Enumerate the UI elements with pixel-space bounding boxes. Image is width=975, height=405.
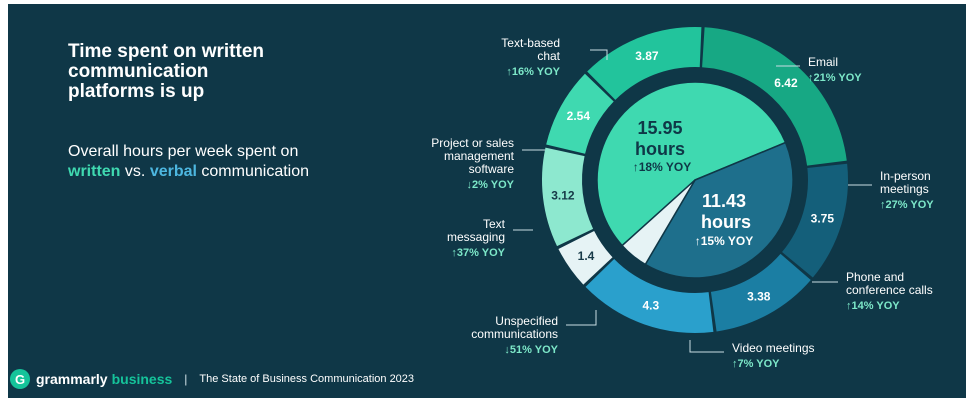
callout-label-text-chat: Text-based (501, 36, 560, 50)
data-label-text-chat: 3.87 (635, 49, 659, 63)
subtitle-tail: communication (201, 163, 310, 180)
subtitle: Overall hours per week spent on written … (68, 142, 368, 182)
callout-label-phone: conference calls (846, 283, 933, 297)
callout-label-text-messaging: messaging (447, 230, 505, 244)
grammarly-logo-icon: G (10, 369, 30, 389)
verbal-highlight: verbal (149, 163, 197, 180)
pie-slice-verbal (644, 141, 794, 279)
data-label-unspecified: 1.4 (578, 249, 595, 263)
callout-label-in-person: meetings (880, 182, 929, 196)
callout-label-video: Video meetings (732, 341, 815, 355)
callout-yoy-text-messaging: ↑37% YOY (451, 247, 505, 259)
callout-yoy-phone: ↑14% YOY (846, 300, 900, 312)
leader-line-unspecified (566, 310, 597, 326)
report-title: The State of Business Communication 2023 (199, 373, 415, 385)
callout-label-project-mgmt: management (444, 149, 515, 163)
callout-label-project-mgmt: software (469, 162, 515, 176)
ring-segment-in-person (782, 163, 848, 278)
callout-yoy-text-chat: ↑16% YOY (506, 66, 560, 78)
data-label-project-mgmt: 2.54 (567, 109, 591, 123)
callout-label-project-mgmt: Project or sales (431, 136, 514, 150)
written-hours-value: 15.95 (637, 118, 682, 138)
ring-segment-project-mgmt (546, 73, 614, 154)
data-label-in-person: 3.75 (811, 211, 835, 225)
pie-slice-written (596, 81, 787, 247)
ring-segment-email (702, 27, 847, 166)
verbal-yoy: ↑15% YOY (695, 234, 753, 248)
callout-label-text-messaging: Text (483, 217, 506, 231)
leader-line-video (689, 340, 724, 353)
pie-slice-unspecified (621, 179, 696, 266)
ring-segment-video (585, 258, 714, 333)
written-hours-unit: hours (635, 139, 685, 159)
brand-suffix: business (111, 371, 173, 387)
callout-video: Video meetings ↑7% YOY (732, 341, 815, 370)
ring-segment-text-chat (587, 26, 702, 100)
verbal-hours-unit: hours (701, 212, 751, 232)
ring-segment-unspecified (558, 230, 613, 285)
written-highlight: written (68, 163, 121, 180)
vs-text: vs. (124, 163, 146, 180)
callout-yoy-video: ↑7% YOY (732, 358, 780, 370)
callout-yoy-unspecified: ↓51% YOY (504, 344, 558, 356)
callout-label-text-chat: chat (537, 49, 560, 63)
leader-line-text-chat (590, 49, 608, 60)
page-title: Time spent on written communication plat… (68, 42, 328, 102)
callout-yoy-email: ↑21% YOY (808, 72, 862, 84)
data-label-email: 6.42 (774, 76, 798, 90)
callout-label-email: Email (808, 55, 838, 69)
callout-label-unspecified: communications (471, 327, 558, 341)
subtitle-line-1: Overall hours per week spent on (68, 143, 299, 160)
callout-yoy-project-mgmt: ↓2% YOY (467, 179, 515, 191)
title-line-1: Time spent on written (68, 41, 265, 62)
title-line-2: communication (68, 61, 209, 82)
subtitle-line-2: written vs. verbal communication (68, 162, 368, 182)
data-label-phone: 3.38 (747, 290, 771, 304)
callout-email: Email ↑21% YOY (808, 55, 862, 84)
callout-label-unspecified: Unspecified (495, 314, 558, 328)
data-label-text-messaging: 3.12 (551, 189, 575, 203)
ring-segment-text-messaging (542, 147, 594, 247)
brand-name: grammarly (36, 371, 108, 387)
data-label-video: 4.3 (643, 298, 660, 312)
written-yoy: ↑18% YOY (633, 160, 691, 174)
callout-label-in-person: In-person (880, 169, 931, 183)
verbal-hours-value: 11.43 (702, 191, 746, 211)
footer-separator: | (184, 372, 188, 386)
callout-yoy-in-person: ↑27% YOY (880, 199, 934, 211)
footer: G grammarly business | The State of Busi… (10, 368, 414, 390)
ring-segment-phone (710, 253, 811, 332)
title-line-3: platforms is up (68, 81, 205, 102)
callout-label-phone: Phone and (846, 270, 904, 284)
